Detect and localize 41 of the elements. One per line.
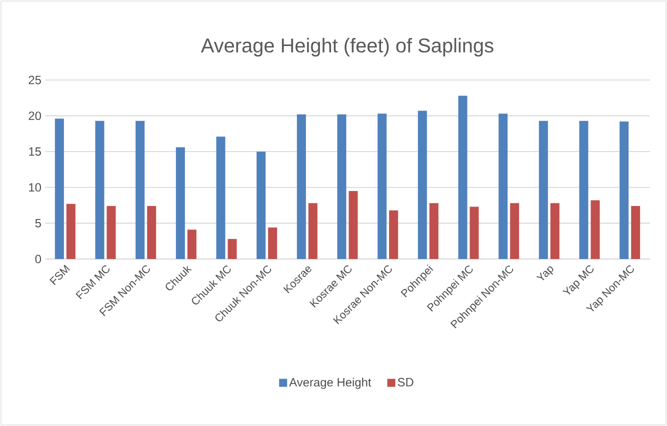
bar — [176, 147, 185, 259]
bar — [136, 120, 145, 259]
bar — [228, 238, 237, 259]
chart-title: Average Height (feet) of Saplings — [200, 38, 494, 57]
bar — [268, 227, 278, 259]
bar — [308, 203, 318, 259]
bar — [256, 152, 266, 259]
bar — [216, 136, 226, 259]
bar — [418, 110, 427, 259]
bar — [590, 200, 600, 259]
y-tick-label: 5 — [35, 219, 41, 228]
bar — [631, 206, 640, 259]
y-tick-label: 10 — [29, 183, 42, 192]
bar — [348, 190, 358, 259]
bar — [66, 204, 76, 259]
y-tick-label: 20 — [28, 112, 42, 120]
bar — [147, 206, 156, 259]
legend-label: Average Height — [289, 378, 372, 389]
bar — [498, 114, 508, 259]
y-tick-label: 0 — [35, 254, 42, 264]
x-tick-label: Yap — [536, 266, 554, 280]
bar — [458, 96, 468, 259]
bar — [510, 203, 520, 259]
bar — [550, 203, 560, 259]
bar — [429, 203, 438, 259]
y-tick-label: 25 — [28, 76, 41, 84]
bar — [106, 206, 116, 259]
bar — [95, 120, 104, 259]
bar — [620, 122, 629, 259]
x-tick-label: Yap MC — [562, 265, 594, 295]
bar — [54, 118, 64, 259]
bar — [187, 230, 196, 259]
bar — [538, 120, 548, 259]
bar — [389, 210, 398, 259]
bar — [337, 114, 346, 259]
bar — [296, 114, 306, 259]
bar — [579, 120, 588, 259]
y-tick-label: 15 — [29, 147, 41, 156]
bar — [470, 206, 479, 259]
bar — [378, 114, 387, 259]
legend-label: SD — [398, 378, 414, 386]
